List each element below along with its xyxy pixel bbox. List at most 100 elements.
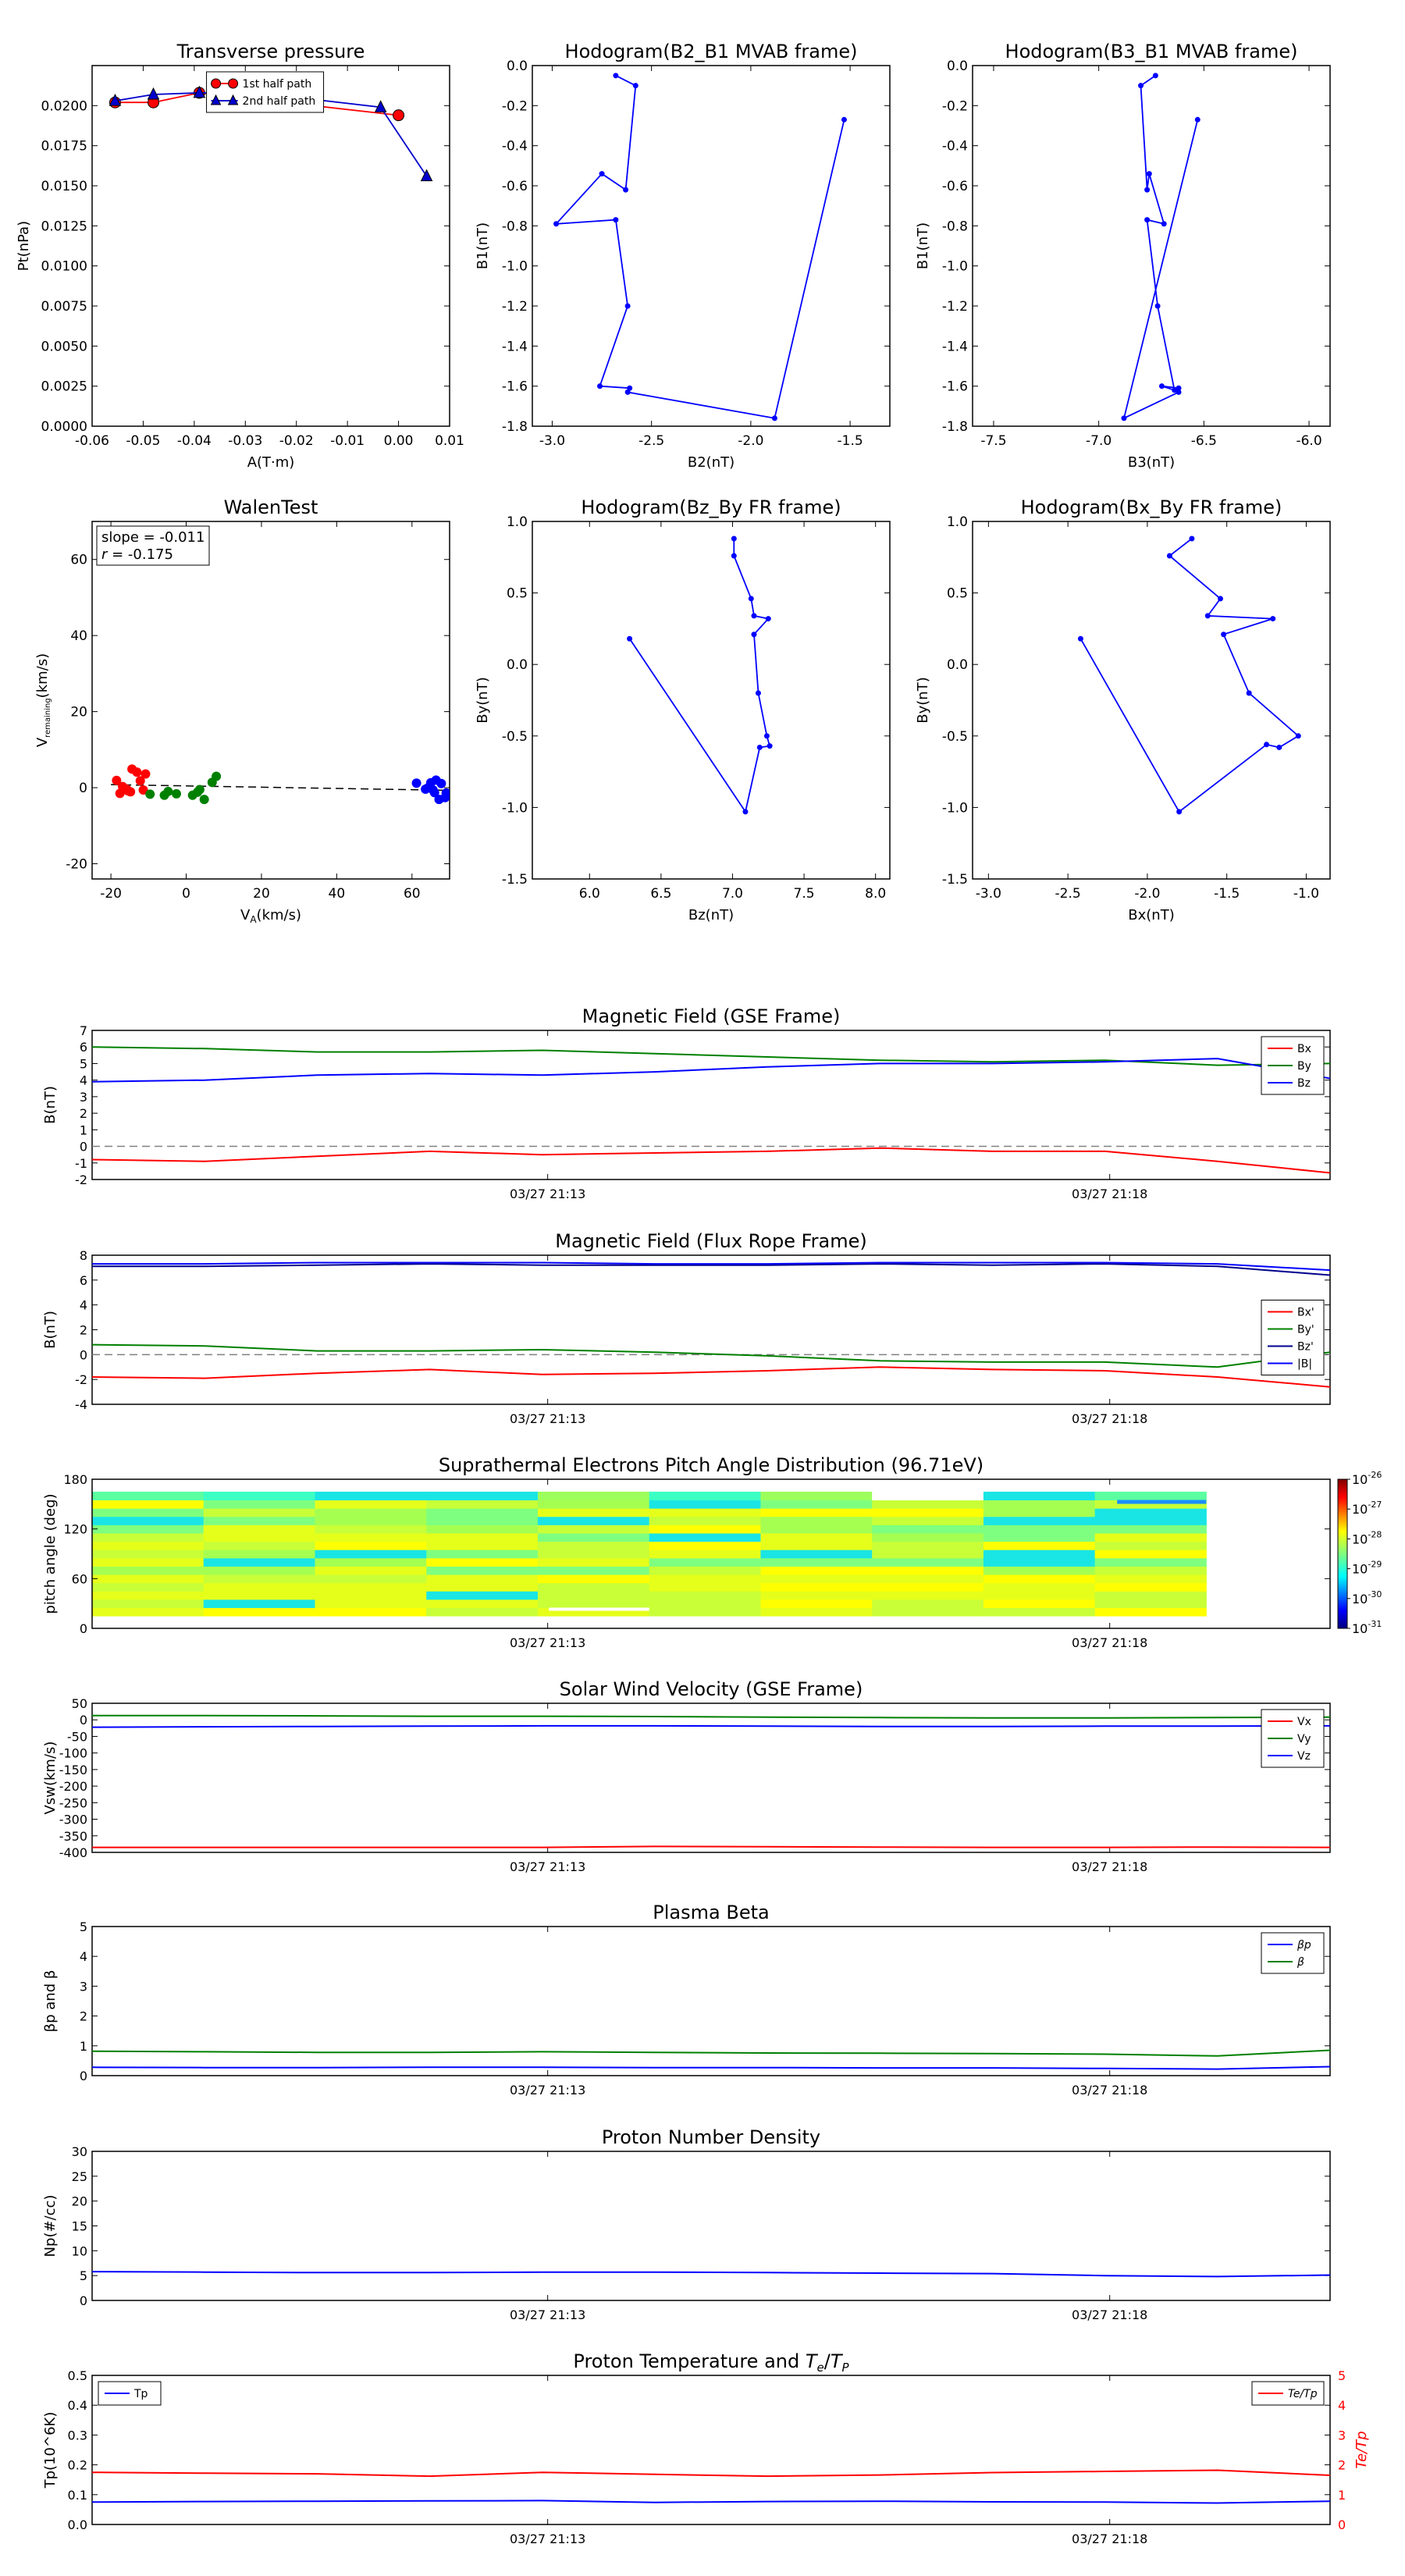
y2-tick-label: 5 bbox=[1338, 2368, 1346, 2383]
y-tick-label: 5 bbox=[80, 2268, 87, 2283]
series-line-bfr-3 bbox=[92, 1261, 1330, 1272]
y-axis-label: Tp(10^6K) bbox=[42, 2412, 59, 2489]
chart-title-hodo4: Hodogram(Bx_By FR frame) bbox=[1021, 496, 1282, 518]
axes-frame-hodo2 bbox=[972, 65, 1331, 427]
data-point bbox=[1161, 221, 1167, 227]
y-tick-label: 0.0 bbox=[947, 657, 968, 673]
y-axis-label: βp and β bbox=[42, 1970, 59, 2033]
y-tick-label: -0.5 bbox=[502, 729, 528, 745]
chart-title-bfr: Magnetic Field (Flux Rope Frame) bbox=[555, 1230, 866, 1252]
legend-entry: Bx bbox=[1297, 1043, 1311, 1055]
x-tick-label: 03/27 21:13 bbox=[510, 2532, 585, 2546]
series-line-bgse-0 bbox=[92, 1147, 1330, 1174]
y-tick-label: 0 bbox=[80, 1347, 87, 1362]
data-point bbox=[627, 635, 633, 642]
series-line-bfr-2 bbox=[92, 1263, 1330, 1276]
y-axis-label: By(nT) bbox=[915, 677, 931, 723]
y-tick-label: 2 bbox=[80, 1106, 87, 1121]
y-tick-label: -2 bbox=[75, 1172, 87, 1187]
x-tick-label: 03/27 21:18 bbox=[1072, 2307, 1147, 2322]
y-tick-label: 0.0050 bbox=[41, 339, 87, 354]
x-axis-label: Bz(nT) bbox=[688, 907, 734, 923]
y2-tick-label: 3 bbox=[1338, 2428, 1346, 2443]
data-point bbox=[623, 187, 629, 193]
y-tick-label: 1 bbox=[80, 1123, 87, 1137]
x-tick-label: 03/27 21:13 bbox=[510, 2083, 585, 2097]
legend-entry: Bx' bbox=[1297, 1307, 1314, 1319]
y-tick-label: 0.3 bbox=[68, 2428, 87, 2443]
data-point bbox=[553, 221, 560, 227]
y-tick-label: 0.0075 bbox=[41, 299, 87, 315]
x-tick-label: -2.0 bbox=[738, 433, 763, 449]
axes-frame-bgse bbox=[91, 1030, 1331, 1180]
y-tick-label: 6 bbox=[80, 1040, 87, 1055]
y-tick-label: 8 bbox=[80, 1248, 87, 1263]
data-point bbox=[411, 778, 422, 788]
data-point bbox=[436, 778, 446, 788]
data-point bbox=[1221, 632, 1227, 638]
y-tick-label: -1.8 bbox=[502, 419, 528, 435]
legend-entry: Tp bbox=[133, 2388, 148, 2400]
colorbar-tick-label: 10-28 bbox=[1352, 1529, 1382, 1546]
colorbar-tick-label: 10-31 bbox=[1352, 1619, 1382, 1636]
y-tick-label: 0.0100 bbox=[41, 259, 87, 275]
chart-title-vsw: Solar Wind Velocity (GSE Frame) bbox=[560, 1678, 863, 1700]
x-tick-label: -20 bbox=[100, 886, 122, 902]
y-tick-label: 20 bbox=[70, 705, 87, 720]
chart-np: Proton Number Density 0 5 10 15 20 25 30 03/27 2… bbox=[42, 2126, 1331, 2322]
legend-entry: By bbox=[1297, 1060, 1311, 1073]
data-point bbox=[767, 743, 773, 749]
series-line-beta-0 bbox=[92, 2065, 1330, 2070]
y-tick-label: -2 bbox=[75, 1372, 87, 1387]
data-point bbox=[1077, 635, 1083, 642]
chart-tp2: Proton Temperature and Te/TP 0.0 0.1 0.2 0.3… bbox=[42, 2350, 1370, 2546]
x-tick-label: -2.5 bbox=[638, 433, 664, 449]
y-tick-label: 60 bbox=[72, 1571, 87, 1586]
data-point bbox=[393, 109, 405, 122]
x-tick-label: 8.0 bbox=[865, 886, 886, 902]
y-tick-label: 2 bbox=[80, 1323, 87, 1338]
x-tick-label: -1.5 bbox=[1214, 886, 1240, 902]
y-tick-label: 0 bbox=[80, 1140, 87, 1155]
data-point bbox=[1270, 616, 1276, 622]
y-tick-label: -0.8 bbox=[942, 219, 968, 234]
y-axis-label: Np(#/cc) bbox=[42, 2195, 59, 2258]
data-point bbox=[632, 83, 638, 89]
x-tick-label: -0.02 bbox=[279, 433, 314, 449]
y-tick-label: 0.0 bbox=[947, 59, 968, 74]
y-tick-label: 25 bbox=[72, 2169, 87, 2184]
y-tick-label: 0.4 bbox=[68, 2398, 87, 2413]
x-tick-label: 03/27 21:18 bbox=[1072, 2532, 1147, 2546]
y-tick-label: -150 bbox=[59, 1763, 87, 1777]
y-tick-label: 0.5 bbox=[507, 586, 528, 602]
chart-pad: Suprathermal Electrons Pitch Angle Distr… bbox=[42, 1454, 1382, 1650]
axes-frame-walen bbox=[91, 521, 450, 880]
x-tick-label: 03/27 21:18 bbox=[1072, 1411, 1147, 1426]
y-tick-label: -1.6 bbox=[942, 379, 968, 395]
annotation-slope: slope = -0.011 bbox=[101, 529, 205, 546]
chart-hodo3: Hodogram(Bz_By FR frame) -1.5 -1.0 -0.5 0.0 0… bbox=[475, 496, 891, 923]
series-line-hodo1-0 bbox=[554, 74, 845, 419]
y-tick-label: -1.0 bbox=[942, 259, 968, 275]
y-tick-label: 0 bbox=[80, 1621, 87, 1636]
data-point bbox=[613, 73, 619, 79]
y-tick-label: 6 bbox=[80, 1273, 87, 1288]
legend-entry: |B| bbox=[1297, 1358, 1312, 1371]
y-tick-label: -1.5 bbox=[942, 872, 968, 888]
data-point bbox=[1276, 744, 1282, 750]
x-tick-label: -7.5 bbox=[980, 433, 1006, 449]
colorbar-tick-label: 10-27 bbox=[1352, 1500, 1382, 1517]
y-tick-label: -1.2 bbox=[942, 299, 968, 315]
x-tick-label: 0.01 bbox=[435, 433, 464, 449]
data-point bbox=[135, 776, 145, 786]
y-axis-label: B(nT) bbox=[42, 1086, 59, 1124]
x-axis-label: B3(nT) bbox=[1128, 454, 1175, 471]
x-tick-label: -0.06 bbox=[75, 433, 109, 449]
y-tick-label: 7 bbox=[80, 1023, 87, 1038]
data-point bbox=[624, 389, 631, 395]
y-tick-label: 0.5 bbox=[68, 2368, 87, 2383]
chart-title-tp2: Proton Temperature and Te/TP bbox=[573, 2350, 849, 2375]
x-tick-label: -1.5 bbox=[838, 433, 863, 449]
y-axis-label: B1(nT) bbox=[475, 222, 491, 269]
x-tick-label: 03/27 21:18 bbox=[1072, 1635, 1147, 1650]
